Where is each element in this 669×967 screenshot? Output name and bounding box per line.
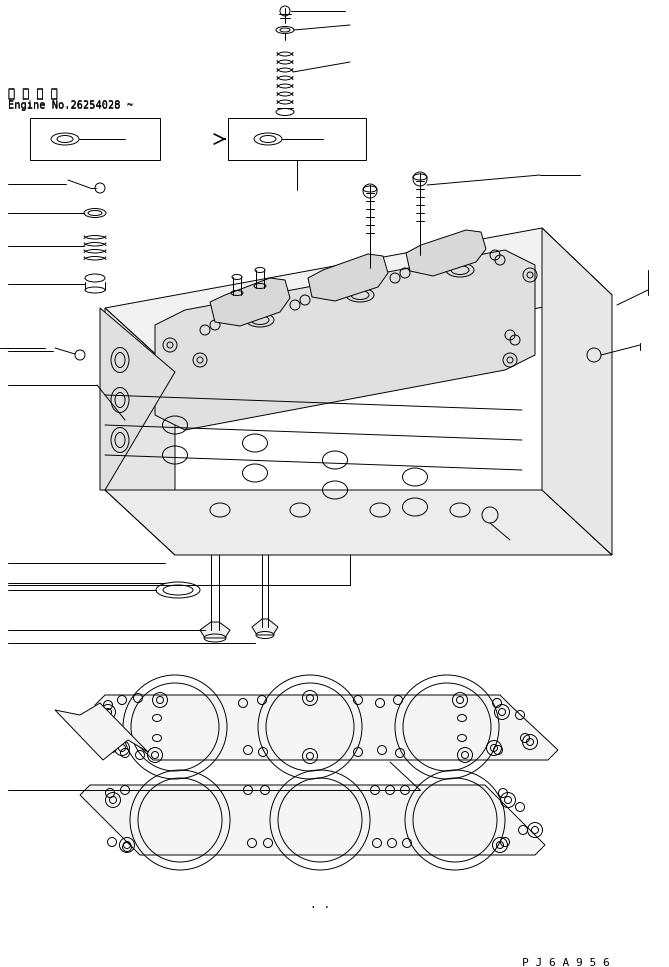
Text: . .: . . xyxy=(310,900,330,910)
Text: Engine No.26254028 ~: Engine No.26254028 ~ xyxy=(8,101,133,111)
Bar xyxy=(30,118,160,160)
Text: 通 用 号 機: 通 用 号 機 xyxy=(8,87,58,100)
Text: 通 用 号 機: 通 用 号 機 xyxy=(8,88,58,101)
Polygon shape xyxy=(406,230,486,276)
Polygon shape xyxy=(308,254,388,301)
Text: Engine No.26254028 ~: Engine No.26254028 ~ xyxy=(8,100,133,110)
Polygon shape xyxy=(105,490,612,555)
Polygon shape xyxy=(105,308,175,555)
Polygon shape xyxy=(100,308,175,490)
Polygon shape xyxy=(80,785,545,855)
Bar xyxy=(228,118,366,160)
Polygon shape xyxy=(542,228,612,555)
Polygon shape xyxy=(252,619,278,635)
Polygon shape xyxy=(55,703,148,760)
Polygon shape xyxy=(155,250,535,430)
Text: P J 6 A 9 5 6: P J 6 A 9 5 6 xyxy=(522,958,609,967)
Polygon shape xyxy=(200,622,230,638)
Polygon shape xyxy=(95,695,558,760)
Polygon shape xyxy=(105,228,612,372)
Polygon shape xyxy=(210,278,290,326)
